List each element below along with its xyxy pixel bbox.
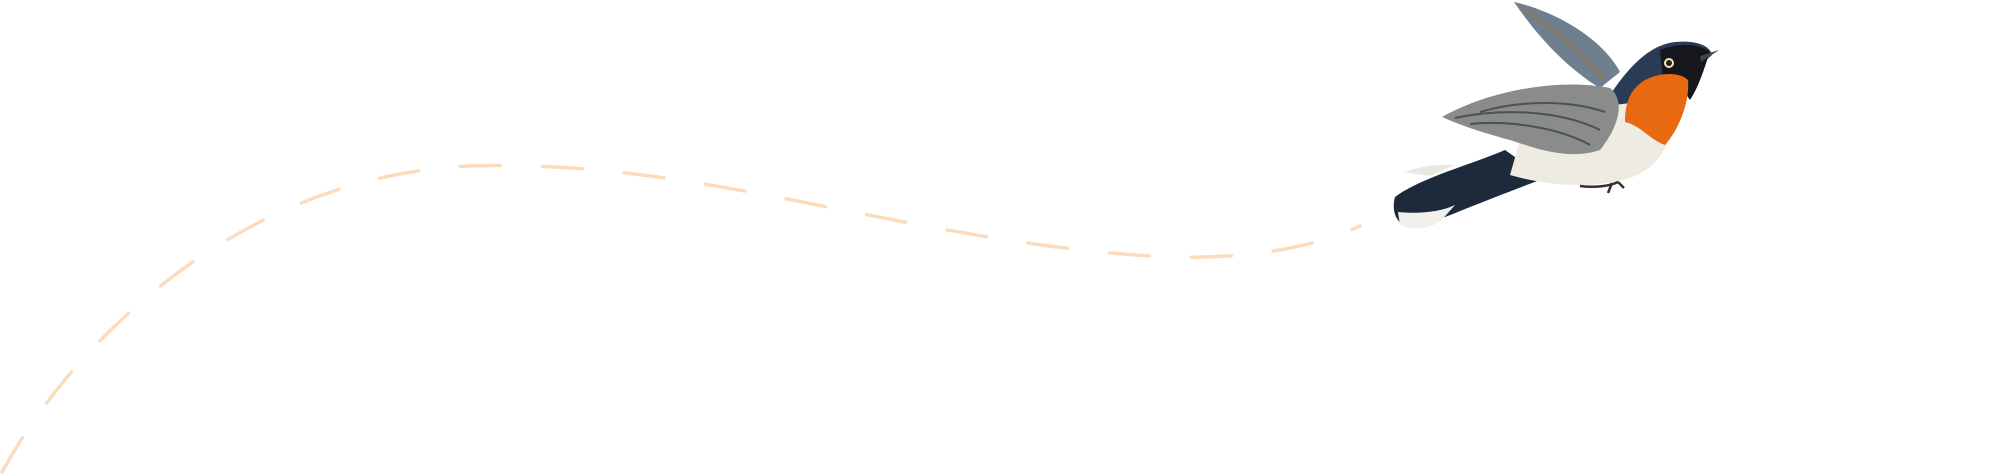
bird-tail [1393, 150, 1545, 229]
bird-wing-lower [1442, 84, 1619, 155]
flight-path [0, 163, 1362, 474]
bird-beak [1700, 50, 1719, 62]
bird-icon [1393, 2, 1719, 229]
bird-throat [1625, 74, 1689, 145]
bird-feet [1579, 180, 1625, 194]
